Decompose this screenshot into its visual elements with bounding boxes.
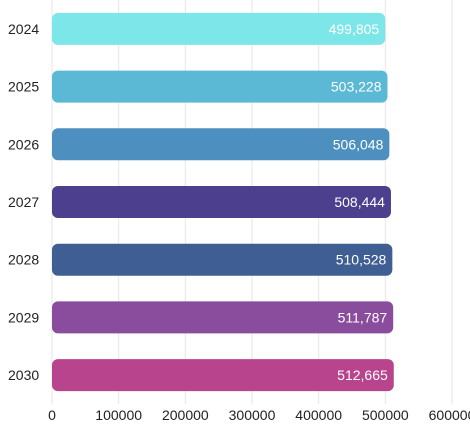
bar-2025 xyxy=(52,70,388,103)
bar-2027 xyxy=(52,186,391,218)
bar-2026 xyxy=(52,128,390,161)
category-label: 2028 xyxy=(8,252,39,268)
x-tick-label: 600000 xyxy=(429,407,470,423)
x-tick-label: 0 xyxy=(48,407,56,423)
bar-value-label: 503,228 xyxy=(331,79,382,95)
category-label: 2026 xyxy=(8,136,39,152)
bar-value-label: 499,805 xyxy=(329,21,380,37)
bar-2030 xyxy=(52,359,394,392)
x-tick-label: 100000 xyxy=(95,407,142,423)
bar-value-label: 506,048 xyxy=(333,136,384,152)
category-label: 2024 xyxy=(8,21,39,37)
x-tick-label: 300000 xyxy=(229,407,276,423)
bar-value-label: 512,665 xyxy=(337,367,388,383)
x-tick-label: 400000 xyxy=(295,407,342,423)
category-label: 2025 xyxy=(8,79,39,95)
bar-2028 xyxy=(52,243,393,276)
category-label: 2029 xyxy=(8,309,39,325)
x-tick-label: 200000 xyxy=(162,407,209,423)
bar-value-labels: 499,805 503,228 506,048 508,444 510,528 511,7… xyxy=(329,21,388,383)
x-axis-tick-labels: 0 100000 200000 300000 400000 500000 600000 xyxy=(48,407,470,423)
bar-2024 xyxy=(52,12,386,45)
bars xyxy=(52,12,394,392)
bar-2029 xyxy=(52,301,394,334)
bar-value-label: 508,444 xyxy=(334,194,385,210)
category-label: 2027 xyxy=(8,194,39,210)
bar-value-label: 511,787 xyxy=(338,309,388,325)
x-tick-label: 500000 xyxy=(362,407,409,423)
bar-value-label: 510,528 xyxy=(336,252,387,268)
y-axis-category-labels: 2024 2025 2026 2027 2028 2029 2030 xyxy=(8,21,39,383)
category-label: 2030 xyxy=(8,367,39,383)
